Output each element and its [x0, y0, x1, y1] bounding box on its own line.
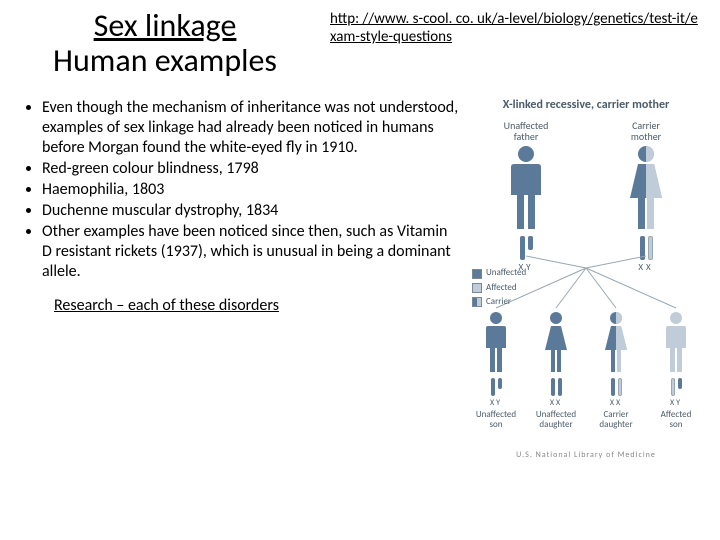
list-item: Red-green colour blindness, 1798 — [42, 159, 460, 179]
chromosome-bar — [558, 378, 562, 396]
legend: Unaffected Affected Carrier — [472, 266, 526, 309]
diagram-credit: U.S. National Library of Medicine — [466, 450, 706, 460]
legend-item: Carrier — [472, 295, 526, 309]
genotype-label: XY — [648, 398, 704, 408]
chromosome-bar — [528, 236, 533, 250]
legend-swatch — [472, 283, 482, 293]
child-female-icon — [541, 310, 571, 374]
title-line1: Sex linkage — [20, 8, 310, 43]
chromosome-bar — [618, 378, 622, 396]
adult-male-icon — [503, 144, 549, 232]
child-unaffected-son: XY Unaffectedson — [468, 310, 524, 430]
diagram-title: X-linked recessive, carrier mother — [466, 98, 706, 112]
content: Even though the mechanism of inheritance… — [0, 82, 720, 478]
legend-label: Carrier — [486, 295, 511, 309]
chromosome-bar — [671, 378, 675, 396]
child-label: Unaffecteddaughter — [528, 410, 584, 430]
left-column: Even though the mechanism of inheritance… — [20, 98, 460, 478]
list-item: Duchenne muscular dystrophy, 1834 — [42, 201, 460, 221]
child-male-icon — [481, 310, 511, 374]
genotype-label: XY — [468, 398, 524, 408]
child-male-icon — [661, 310, 691, 374]
chromosome-bar — [678, 378, 682, 389]
genotype-label: XX — [588, 398, 644, 408]
link-block: http: //www. s-cool. co. uk/a-level/biol… — [310, 8, 700, 78]
title-line2: Human examples — [20, 43, 310, 78]
parent-label: Unaffectedfather — [471, 120, 581, 142]
chromosome-pair — [648, 378, 704, 396]
header: Sex linkage Human examples http: //www. … — [0, 0, 720, 82]
legend-swatch — [472, 269, 482, 279]
title-block: Sex linkage Human examples — [20, 8, 310, 78]
bullet-list: Even though the mechanism of inheritance… — [20, 98, 460, 282]
child-label: Carrierdaughter — [588, 410, 644, 430]
children-row: XY Unaffectedson XX Unaffecteddaughter — [466, 310, 706, 430]
legend-label: Unaffected — [486, 266, 526, 280]
child-carrier-daughter: XX Carrierdaughter — [588, 310, 644, 430]
chromosome-bar — [491, 378, 495, 396]
adult-female-icon — [623, 144, 669, 232]
child-label: Unaffectedson — [468, 410, 524, 430]
child-label: Affectedson — [648, 410, 704, 430]
child-unaffected-daughter: XX Unaffecteddaughter — [528, 310, 584, 430]
right-column: X-linked recessive, carrier mother Unaff… — [460, 98, 712, 478]
chromosome-bar — [611, 378, 615, 396]
chromosome-pair — [528, 378, 584, 396]
list-item: Even though the mechanism of inheritance… — [42, 98, 460, 158]
child-affected-son: XY Affectedson — [648, 310, 704, 430]
list-item: Haemophilia, 1803 — [42, 180, 460, 200]
research-note: Research – each of these disorders — [54, 296, 460, 316]
parent-label: Carriermother — [591, 120, 701, 142]
legend-label: Affected — [486, 281, 517, 295]
external-link[interactable]: http: //www. s-cool. co. uk/a-level/biol… — [330, 10, 698, 46]
chromosome-bar — [551, 378, 555, 396]
genotype-label: XX — [528, 398, 584, 408]
inheritance-diagram: X-linked recessive, carrier mother Unaff… — [466, 98, 706, 478]
legend-item: Unaffected — [472, 266, 526, 280]
list-item: Other examples have been noticed since t… — [42, 222, 460, 282]
legend-swatch — [472, 297, 482, 307]
child-female-icon — [601, 310, 631, 374]
chromosome-pair — [468, 378, 524, 396]
chromosome-pair — [588, 378, 644, 396]
legend-item: Affected — [472, 281, 526, 295]
chromosome-bar — [498, 378, 502, 389]
